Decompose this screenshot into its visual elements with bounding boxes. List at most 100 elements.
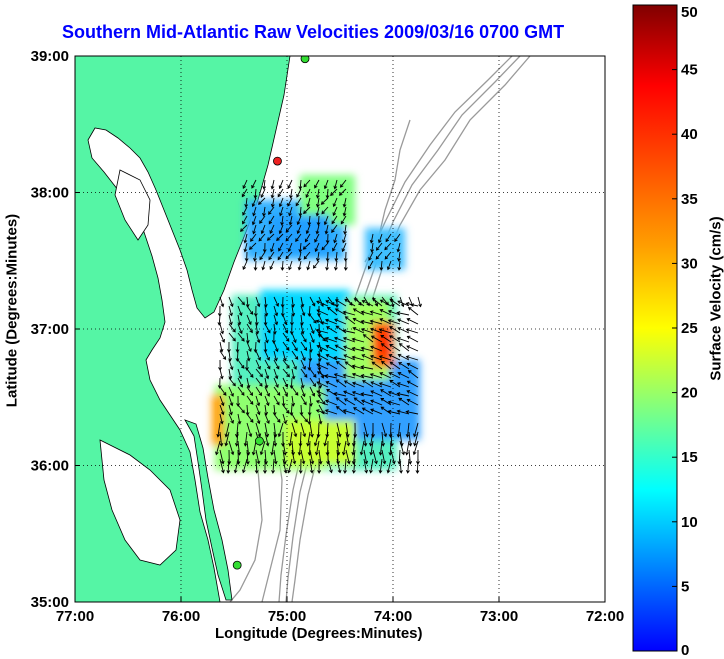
velocity-arrow: [277, 188, 284, 198]
velocity-arrow: [237, 404, 245, 414]
velocity-arrow: [306, 260, 311, 271]
velocity-arrow: [331, 224, 338, 234]
velocity-arrow: [343, 260, 348, 271]
velocity-arrow: [387, 390, 401, 397]
velocity-arrow: [314, 242, 320, 253]
velocity-arrow: [342, 336, 356, 343]
velocity-arrow: [325, 399, 338, 406]
velocity-arrow: [273, 395, 280, 406]
velocity-arrow: [388, 335, 401, 343]
velocity-arrow: [325, 260, 329, 271]
velocity-arrow: [264, 332, 269, 344]
velocity-arrow: [237, 332, 245, 342]
velocity-arrow: [300, 359, 306, 370]
velocity-arrow: [296, 224, 302, 235]
velocity-arrow: [270, 242, 275, 253]
velocity-arrow: [405, 458, 410, 474]
velocity-arrow: [389, 361, 401, 370]
station-outer-banks-north: [255, 436, 264, 446]
velocity-arrow: [389, 344, 401, 352]
velocity-arrow: [277, 251, 284, 261]
velocity-arrow: [296, 215, 302, 226]
y-tick-label: 39:00: [31, 48, 69, 65]
velocity-arrow: [228, 296, 234, 308]
velocity-arrow: [246, 395, 254, 405]
velocity-arrow: [242, 215, 248, 225]
velocity-arrow: [344, 316, 356, 325]
velocity-arrow: [370, 345, 383, 352]
velocity-arrow: [300, 314, 304, 326]
velocity-arrow: [334, 318, 347, 325]
velocity-arrow: [291, 332, 297, 344]
velocity-arrow: [255, 449, 261, 465]
velocity-arrow: [335, 406, 347, 415]
velocity-arrow: [266, 233, 275, 241]
land: [75, 56, 291, 602]
velocity-arrow: [370, 390, 383, 397]
velocity-arrow: [291, 296, 295, 308]
velocity-arrow: [255, 368, 263, 378]
velocity-arrow: [309, 422, 314, 438]
velocity-arrow: [405, 422, 410, 438]
velocity-arrow: [413, 431, 419, 447]
velocity-arrow: [336, 431, 341, 447]
velocity-arrow: [291, 413, 298, 424]
velocity-arrow: [333, 260, 338, 271]
colorbar-tick-label: 5: [681, 578, 689, 595]
velocity-arrow: [215, 440, 221, 456]
velocity-arrow: [334, 299, 347, 307]
velocity-arrow: [387, 400, 401, 406]
velocity-arrow: [250, 233, 257, 242]
velocity-arrow: [228, 404, 233, 416]
velocity-arrow: [351, 346, 365, 352]
velocity-arrow: [282, 368, 290, 378]
velocity-arrow: [361, 399, 374, 406]
colorbar-tick-label: 40: [681, 126, 698, 143]
velocity-arrow: [370, 335, 383, 343]
velocity-arrow: [315, 251, 320, 262]
velocity-arrow: [228, 305, 233, 317]
velocity-arrow: [370, 399, 383, 406]
velocity-arrow: [246, 368, 254, 378]
velocity-arrow: [396, 242, 401, 253]
velocity-arrow: [239, 224, 248, 232]
velocity-arrow: [226, 458, 231, 474]
velocity-arrow: [351, 364, 365, 370]
x-axis-label: Longitude (Degrees:Minutes): [215, 625, 423, 642]
velocity-arrow: [352, 326, 365, 334]
velocity-arrow: [388, 371, 401, 379]
velocity-arrow: [287, 242, 293, 253]
velocity-arrow: [323, 179, 329, 190]
velocity-arrow: [259, 251, 266, 261]
velocity-arrow: [277, 422, 284, 438]
velocity-arrow: [342, 409, 356, 415]
velocity-arrow: [253, 251, 257, 262]
colorbar-label: Surface Velocity (cm/s): [707, 216, 724, 381]
velocity-arrow: [380, 406, 392, 415]
velocity-arrow: [325, 362, 338, 370]
velocity-arrow: [315, 319, 329, 325]
velocity-arrow: [324, 374, 338, 379]
velocity-arrow: [396, 311, 410, 316]
velocity-arrow: [309, 341, 313, 353]
velocity-arrow: [298, 206, 303, 217]
velocity-arrow: [370, 381, 383, 388]
velocity-arrow: [304, 233, 311, 243]
velocity-arrow: [273, 314, 279, 326]
velocity-arrow: [273, 296, 279, 307]
velocity-arrow: [396, 409, 410, 415]
velocity-arrow: [406, 380, 419, 388]
velocity-arrow: [260, 188, 266, 198]
velocity-arrow: [300, 323, 305, 335]
velocity-arrow: [316, 390, 329, 397]
velocity-arrow: [255, 350, 261, 361]
velocity-arrow: [228, 395, 234, 407]
velocity-arrow: [241, 458, 248, 474]
velocity-arrow: [353, 298, 365, 307]
velocity-arrow: [282, 359, 290, 369]
colorbar-tick-label: 0: [681, 642, 689, 659]
x-tick-label: 74:00: [374, 608, 412, 625]
velocity-arrow: [367, 260, 374, 270]
velocity-arrow: [246, 386, 253, 397]
